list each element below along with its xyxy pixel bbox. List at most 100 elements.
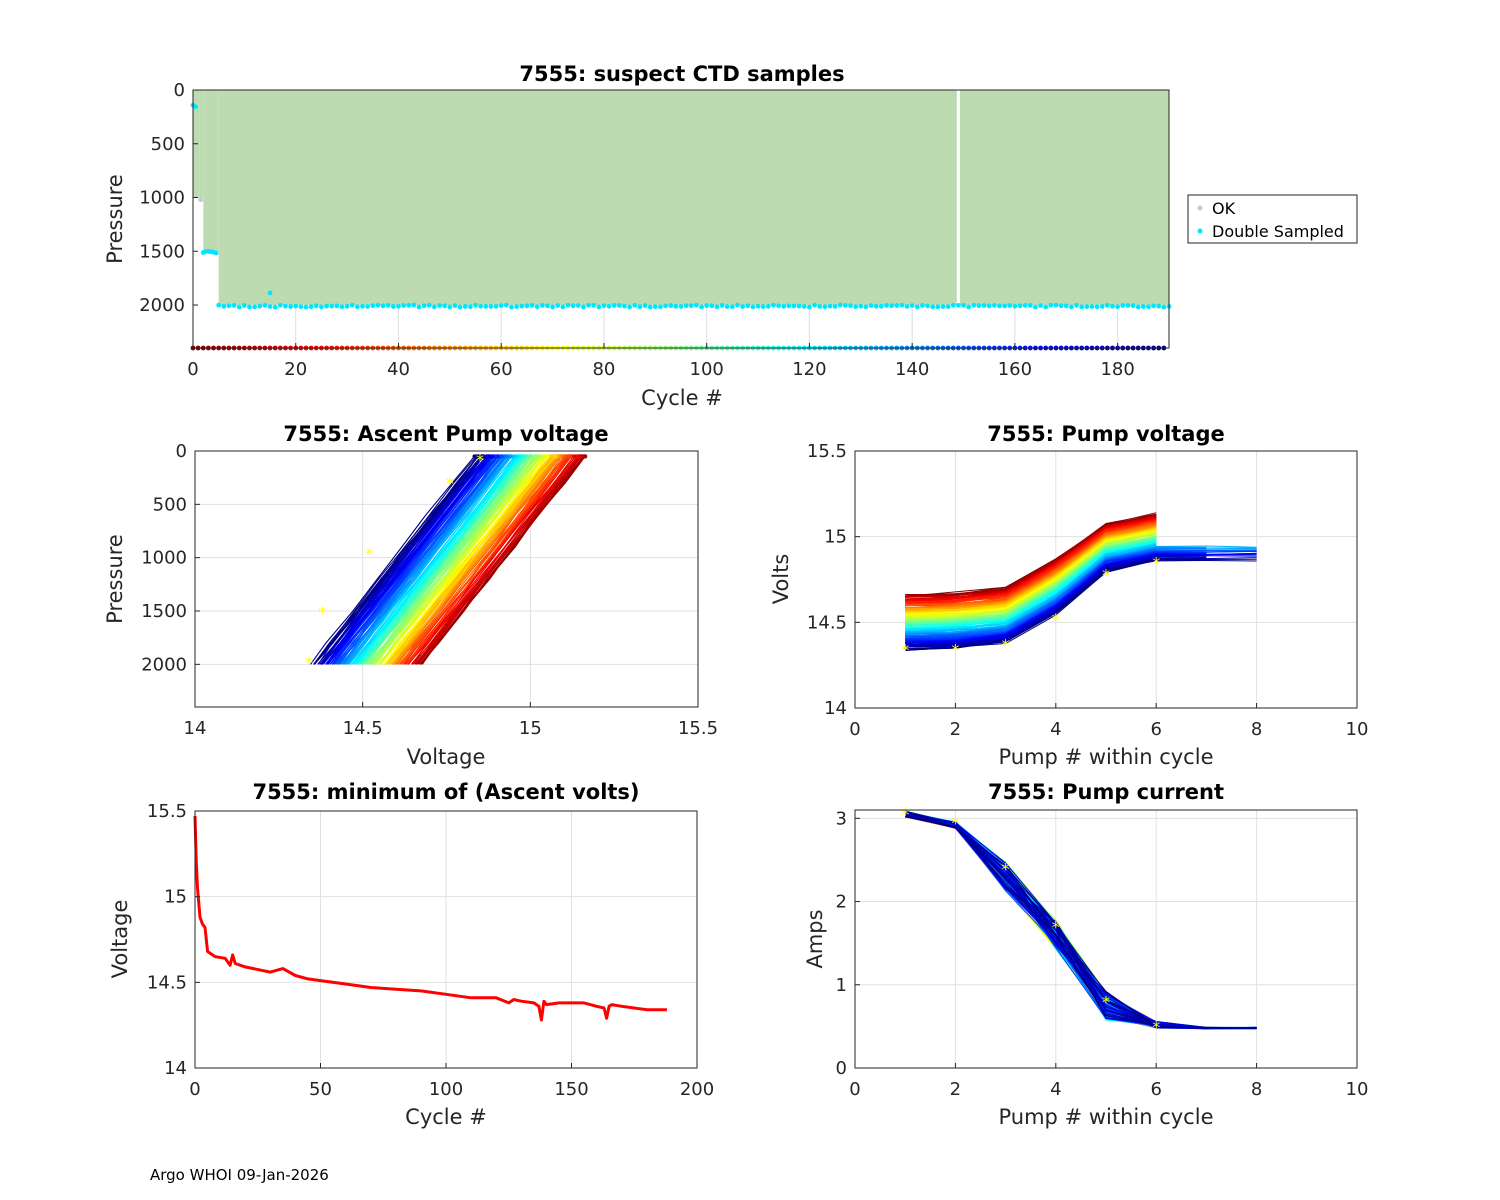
ctd-double-sampled-point — [349, 302, 355, 308]
pumpv-xlabel: Pump # within cycle — [999, 745, 1214, 769]
ctd-double-sampled-point — [940, 304, 946, 309]
ctd-ytick-label: 0 — [174, 80, 185, 101]
pumpc-series-line — [905, 816, 1157, 1023]
ctd-double-sampled-point — [1007, 303, 1013, 308]
pumpc-series-line — [905, 814, 1157, 1027]
pumpc-series-line — [905, 813, 1257, 1029]
ascent-series-line — [384, 455, 548, 665]
pumpc-series-line — [905, 814, 1157, 1029]
legend-ok-marker — [1197, 205, 1203, 211]
pumpc-plot-area: * * * * * * — [901, 805, 1257, 1036]
pumpc-series-line — [905, 815, 1257, 1029]
pumpc-series-line — [905, 813, 1257, 1029]
ascent-series-point — [490, 454, 495, 459]
ctd-double-sampled-point — [647, 304, 653, 310]
pumpc-series-line — [905, 814, 1157, 1026]
pumpc-series-line — [905, 813, 1157, 1026]
ctd-double-sampled-point — [966, 304, 972, 310]
pumpc-series-line — [905, 815, 1157, 1025]
ctd-double-sampled-point — [1099, 304, 1105, 309]
ascent-ytick-label: 500 — [153, 494, 187, 515]
ctd-double-sampled-point — [396, 303, 401, 309]
ctd-double-sampled-point — [997, 303, 1002, 309]
ctd-axes: 0 20 40 60 80 100 120 140 160 180 0 500 1000 1500 2000 — [139, 80, 1135, 380]
ascent-axes-box — [194, 450, 699, 708]
minv-xtick-label: 200 — [680, 1079, 714, 1100]
pumpc-ytick-label: 2 — [836, 892, 847, 913]
pumpc-series-line — [905, 814, 1157, 1028]
ctd-double-sampled-point — [534, 304, 540, 310]
ctd-double-sampled-point — [411, 302, 417, 308]
pumpc-series-line — [905, 815, 1157, 1027]
ctd-xtick-label: 180 — [1100, 359, 1134, 380]
minv-grid — [194, 810, 698, 1069]
ctd-double-sampled-point — [1079, 304, 1085, 310]
ctd-double-sampled-point — [432, 304, 437, 310]
ctd-double-sampled-point — [637, 304, 643, 310]
ascent-series-point — [552, 454, 557, 459]
ctd-ok-samples — [959, 90, 1169, 305]
ascent-series-line — [400, 455, 563, 665]
ascent-series-line — [406, 455, 571, 665]
ctd-double-sampled-point — [827, 303, 833, 309]
ctd-double-sampled-point — [257, 303, 263, 309]
pumpc-series-line — [905, 812, 1257, 1029]
ctd-double-sampled-point — [390, 304, 396, 309]
ctd-axes-box — [192, 89, 1170, 349]
ctd-double-sampled-point — [1048, 302, 1054, 308]
pumpc-xtick-label: 0 — [849, 1079, 860, 1100]
ctd-double-sampled-point — [1125, 303, 1131, 308]
ctd-double-sampled-point — [581, 304, 586, 310]
pumpc-series-line — [905, 815, 1157, 1028]
pumpc-series-line — [905, 815, 1157, 1028]
ctd-ytick-label: 2000 — [139, 295, 185, 316]
pumpc-series-line — [905, 814, 1157, 1027]
pumpc-xtick-label: 6 — [1150, 1079, 1161, 1100]
ctd-double-sampled-point — [498, 303, 504, 309]
pumpc-series-line — [905, 816, 1157, 1024]
minv-ytick-label: 15.5 — [147, 801, 187, 822]
ctd-double-sampled-point — [267, 304, 273, 309]
ctd-double-sampled-point — [822, 304, 828, 310]
ctd-double-sampled-point — [848, 303, 853, 309]
pumpv-series-line — [905, 521, 1157, 605]
ctd-double-sampled-point — [735, 302, 740, 308]
ctd-double-sampled-point — [688, 303, 694, 309]
ctd-double-sampled-point — [575, 303, 581, 308]
pumpc-series-line — [905, 811, 1257, 1029]
ctd-double-sampled-point — [873, 303, 879, 309]
ctd-double-sampled-point — [447, 304, 453, 310]
pumpv-xtick-label: 0 — [849, 719, 860, 740]
ctd-xtick-label: 80 — [592, 359, 615, 380]
pumpc-xtick-label: 10 — [1346, 1079, 1369, 1100]
ascent-xtick-label: 14 — [184, 718, 207, 739]
pumpc-panel: 7555: Pump current * * * * * * 0 2 4 6 8 10 0 1 2 3 Pu… — [803, 780, 1368, 1129]
ctd-double-sampled-point — [945, 304, 951, 310]
ctd-double-sampled-point — [277, 302, 283, 308]
pumpc-median-marker: * — [901, 805, 909, 824]
ctd-double-sampled-point — [288, 304, 293, 309]
legend-double-sampled-label: Double Sampled — [1212, 222, 1344, 241]
ctd-double-sampled-point — [935, 304, 941, 310]
ascent-series-line — [379, 455, 545, 665]
ctd-double-sampled-point — [704, 303, 710, 308]
ascent-ytick-label: 0 — [176, 441, 187, 462]
ctd-double-sampled-point — [755, 303, 761, 309]
ascent-median-marker: * — [446, 474, 454, 493]
ascent-series-line — [332, 455, 498, 665]
ctd-double-sampled-point — [221, 303, 227, 309]
ascent-series-point — [542, 454, 547, 459]
ctd-double-sampled-point — [324, 303, 329, 309]
ascent-series-line — [322, 455, 488, 665]
ctd-double-sampled-point — [329, 303, 335, 309]
pumpc-series-line — [905, 816, 1157, 1027]
pumpv-ytick-label: 15 — [824, 527, 847, 548]
ctd-double-sampled-point — [524, 303, 530, 309]
pumpc-series-line — [905, 816, 1157, 1023]
ctd-double-sampled-point — [729, 304, 735, 310]
ascent-series-line — [310, 455, 475, 665]
ctd-double-sampled-point — [1017, 303, 1023, 309]
pumpc-ytick-label: 0 — [836, 1058, 847, 1079]
ascent-series-line — [410, 455, 579, 665]
